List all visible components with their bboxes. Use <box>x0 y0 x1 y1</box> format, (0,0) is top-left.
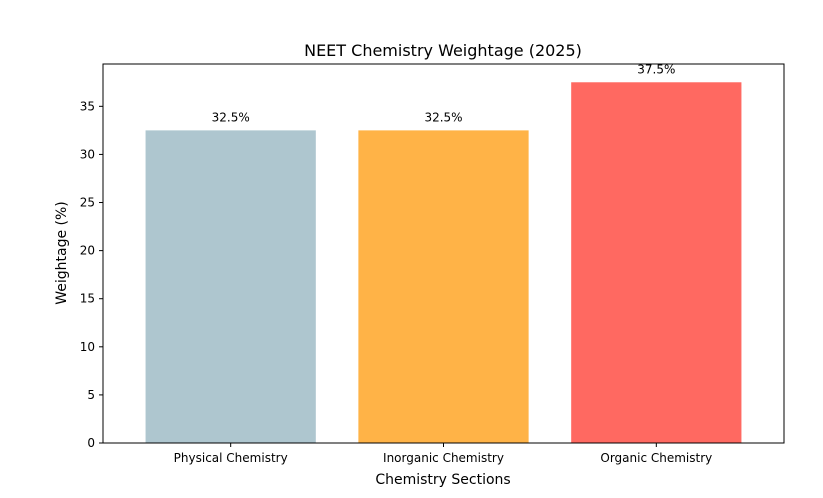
data-label: 32.5% <box>424 110 462 124</box>
plot-frame <box>102 63 785 444</box>
data-label: 32.5% <box>212 110 250 124</box>
y-tick-label: 30 <box>80 147 95 161</box>
x-axis: Physical Chemistry Inorganic Chemistry Org… <box>174 443 712 465</box>
y-axis-label: Weightage (%) <box>54 201 70 305</box>
y-tick-label: 35 <box>80 99 95 113</box>
bar-inorganic-chemistry <box>358 130 529 443</box>
x-tick-label: Organic Chemistry <box>600 451 712 465</box>
chart-title: NEET Chemistry Weightage (2025) <box>304 41 582 60</box>
bar-physical-chemistry <box>145 130 316 443</box>
bars-group <box>145 82 742 444</box>
y-tick-label: 20 <box>80 244 95 258</box>
y-tick-label: 5 <box>87 388 95 402</box>
x-tick-label: Inorganic Chemistry <box>383 451 504 465</box>
bar-organic-chemistry <box>571 82 742 444</box>
data-labels-group: 32.5% 32.5% 37.5% <box>212 62 676 124</box>
y-tick-label: 15 <box>80 292 95 306</box>
x-axis-label: Chemistry Sections <box>375 472 510 488</box>
data-label: 37.5% <box>637 62 675 76</box>
x-tick-label: Physical Chemistry <box>174 451 288 465</box>
y-axis: 0 5 10 15 20 25 30 35 <box>80 99 103 450</box>
y-tick-label: 0 <box>87 436 95 450</box>
y-tick-label: 25 <box>80 196 95 210</box>
y-tick-label: 10 <box>80 340 95 354</box>
